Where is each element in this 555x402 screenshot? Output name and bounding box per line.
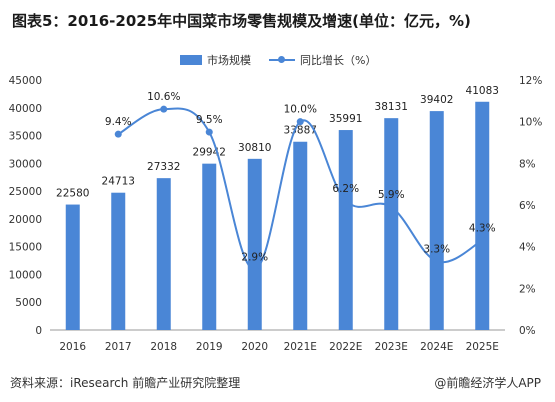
x-tick-label: 2024E xyxy=(420,341,453,353)
y-right-tick-label: 6% xyxy=(519,200,536,212)
bar xyxy=(429,111,444,330)
x-tick-label: 2022E xyxy=(329,341,362,353)
growth-value-label: 10.6% xyxy=(147,91,180,103)
y-right-tick-label: 0% xyxy=(519,325,536,337)
growth-value-label: 2.9% xyxy=(241,252,268,264)
chart-title: 图表5：2016-2025年中国菜市场零售规模及增速(单位：亿元，%) xyxy=(12,12,471,30)
growth-point xyxy=(478,236,486,244)
bar-value-label: 27332 xyxy=(147,161,180,173)
growth-point xyxy=(296,118,304,126)
bar-value-label: 24713 xyxy=(102,176,135,188)
growth-point xyxy=(387,203,395,211)
y-left-tick-label: 40000 xyxy=(9,103,42,115)
bar xyxy=(65,204,80,330)
bar xyxy=(247,158,262,330)
x-tick-label: 2018 xyxy=(150,341,177,353)
y-right-tick-label: 2% xyxy=(519,283,536,295)
x-tick-label: 2017 xyxy=(105,341,132,353)
bar-value-label: 29942 xyxy=(193,147,226,159)
legend-bar-swatch xyxy=(180,55,202,65)
bar xyxy=(202,163,217,330)
growth-value-label: 9.5% xyxy=(196,114,223,126)
y-left-tick-label: 25000 xyxy=(9,186,42,198)
growth-value-label: 6.2% xyxy=(332,183,359,195)
bar xyxy=(338,130,353,330)
growth-point xyxy=(433,257,441,265)
x-tick-label: 2021E xyxy=(284,341,317,353)
y-left-tick-label: 15000 xyxy=(9,242,42,254)
bar-value-label: 38131 xyxy=(375,101,408,113)
growth-value-label: 5.9% xyxy=(378,189,405,201)
growth-point xyxy=(205,128,213,136)
y-left-tick-label: 30000 xyxy=(9,158,42,170)
x-tick-label: 2020 xyxy=(241,341,268,353)
growth-value-label: 10.0% xyxy=(284,104,317,116)
x-tick-label: 2023E xyxy=(375,341,408,353)
legend-line-label: 同比增长（%） xyxy=(300,54,377,67)
growth-point xyxy=(342,197,350,205)
y-right-tick-label: 10% xyxy=(519,117,542,129)
y-right-tick-label: 4% xyxy=(519,242,536,254)
legend: 市场规模 同比增长（%） xyxy=(180,52,394,68)
growth-value-label: 3.3% xyxy=(423,243,450,255)
y-right-tick-label: 12% xyxy=(519,75,542,87)
growth-point xyxy=(251,266,259,274)
y-left-tick-label: 45000 xyxy=(9,75,42,87)
bar xyxy=(293,141,308,330)
x-tick-label: 2019 xyxy=(196,341,223,353)
bar xyxy=(111,192,126,330)
x-tick-label: 2025E xyxy=(466,341,499,353)
y-left-tick-label: 35000 xyxy=(9,131,42,143)
legend-item-bar: 市场规模 xyxy=(180,52,251,68)
y-left-tick-label: 0 xyxy=(35,325,42,337)
growth-value-label: 9.4% xyxy=(105,116,132,128)
bar-value-label: 30810 xyxy=(238,142,271,154)
growth-point xyxy=(160,105,168,113)
bar xyxy=(475,101,490,330)
legend-item-line: 同比增长（%） xyxy=(269,52,376,68)
x-tick-label: 2016 xyxy=(59,341,86,353)
bar-value-label: 22580 xyxy=(56,188,89,200)
bar-value-label: 33887 xyxy=(284,125,317,137)
legend-line-swatch xyxy=(269,55,295,65)
growth-line xyxy=(117,107,483,271)
y-right-tick-label: 8% xyxy=(519,158,536,170)
bar-value-label: 35991 xyxy=(329,113,362,125)
bar-value-label: 41083 xyxy=(466,85,499,97)
source-note: 资料来源：iResearch 前瞻产业研究院整理 xyxy=(10,376,241,390)
brand-watermark: @前瞻经济学人APP xyxy=(434,376,541,390)
growth-point xyxy=(114,130,122,138)
y-left-tick-label: 10000 xyxy=(9,269,42,281)
bar xyxy=(384,118,399,331)
bar-value-label: 39402 xyxy=(420,94,453,106)
y-left-tick-label: 5000 xyxy=(15,297,42,309)
legend-bar-label: 市场规模 xyxy=(207,54,251,67)
growth-value-label: 4.3% xyxy=(469,222,496,234)
bar xyxy=(156,178,171,330)
y-left-tick-label: 20000 xyxy=(9,214,42,226)
